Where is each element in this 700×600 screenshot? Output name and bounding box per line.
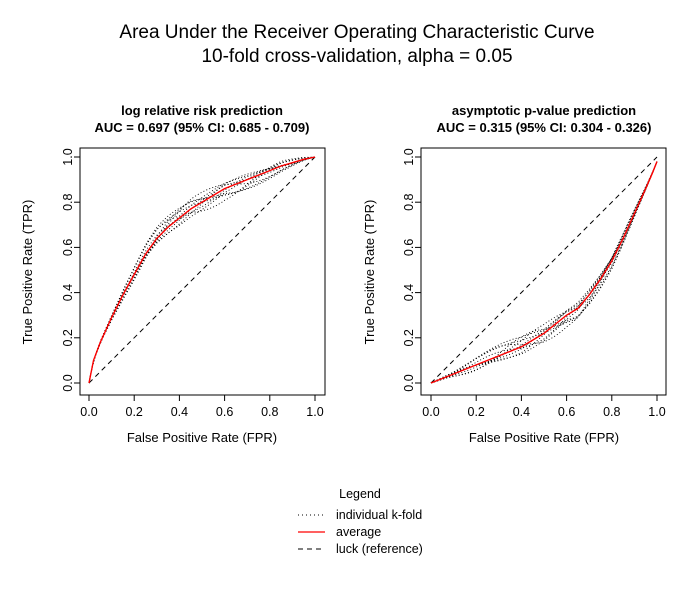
y-tick-label: 0.6 (402, 239, 416, 256)
panel-auc-subtitle: AUC = 0.697 (95% CI: 0.685 - 0.709) (95, 120, 310, 135)
kfold-curve (88, 156, 316, 384)
average-roc-curve (430, 161, 658, 384)
kfold-curve (430, 161, 658, 384)
average-roc-curve (88, 156, 316, 384)
legend: Legend individual k-fold average luck (r… (298, 487, 423, 556)
kfold-curve (430, 161, 658, 384)
legend-label-luck-reference: luck (reference) (336, 542, 423, 556)
x-tick-label: 1.0 (306, 405, 323, 419)
panel-auc-subtitle: AUC = 0.315 (95% CI: 0.304 - 0.326) (437, 120, 652, 135)
x-tick-label: 0.2 (468, 405, 485, 419)
y-tick-label: 0.0 (402, 374, 416, 391)
x-axis-label: False Positive Rate (FPR) (469, 430, 619, 445)
roc-panel-log-relative-risk: log relative risk prediction AUC = 0.697… (20, 103, 326, 445)
figure-title-line1: Area Under the Receiver Operating Charac… (119, 22, 594, 43)
kfold-curve (88, 156, 316, 384)
x-tick-label: 0.0 (422, 405, 439, 419)
y-axis-label: True Positive Rate (TPR) (20, 200, 35, 345)
x-tick-label: 0.4 (513, 405, 530, 419)
y-tick-label: 1.0 (61, 148, 75, 165)
x-axis-label: False Positive Rate (FPR) (127, 430, 277, 445)
y-tick-label: 0.4 (61, 284, 75, 301)
y-tick-label: 0.8 (61, 193, 75, 210)
legend-label-individual-fold: individual k-fold (336, 508, 422, 522)
x-tick-label: 1.0 (648, 405, 665, 419)
legend-title: Legend (339, 487, 381, 501)
y-axis-label: True Positive Rate (TPR) (362, 200, 377, 345)
y-tick-label: 0.6 (61, 239, 75, 256)
panel-title: log relative risk prediction (121, 103, 283, 118)
figure-title-line2: 10-fold cross-validation, alpha = 0.05 (201, 46, 512, 67)
kfold-curve (430, 161, 658, 384)
panel-title: asymptotic p-value prediction (452, 103, 636, 118)
legend-label-average: average (336, 525, 381, 539)
y-tick-label: 1.0 (402, 148, 416, 165)
y-tick-label: 0.8 (402, 193, 416, 210)
kfold-curve (430, 161, 658, 384)
kfold-curve (430, 161, 658, 384)
plot-frame (79, 147, 326, 396)
y-tick-label: 0.2 (402, 329, 416, 346)
x-tick-label: 0.0 (80, 405, 97, 419)
x-tick-label: 0.8 (603, 405, 620, 419)
x-tick-label: 0.6 (558, 405, 575, 419)
roc-panel-asymptotic-p-value: asymptotic p-value prediction AUC = 0.31… (362, 103, 667, 445)
luck-reference-line (88, 156, 316, 384)
x-tick-label: 0.6 (216, 405, 233, 419)
kfold-curve (88, 156, 316, 384)
x-tick-label: 0.8 (261, 405, 278, 419)
x-tick-label: 0.2 (126, 405, 143, 419)
kfold-curve (430, 161, 658, 384)
y-tick-label: 0.4 (402, 284, 416, 301)
y-tick-label: 0.0 (61, 374, 75, 391)
x-tick-label: 0.4 (171, 405, 188, 419)
luck-reference-line (430, 156, 658, 384)
y-tick-label: 0.2 (61, 329, 75, 346)
